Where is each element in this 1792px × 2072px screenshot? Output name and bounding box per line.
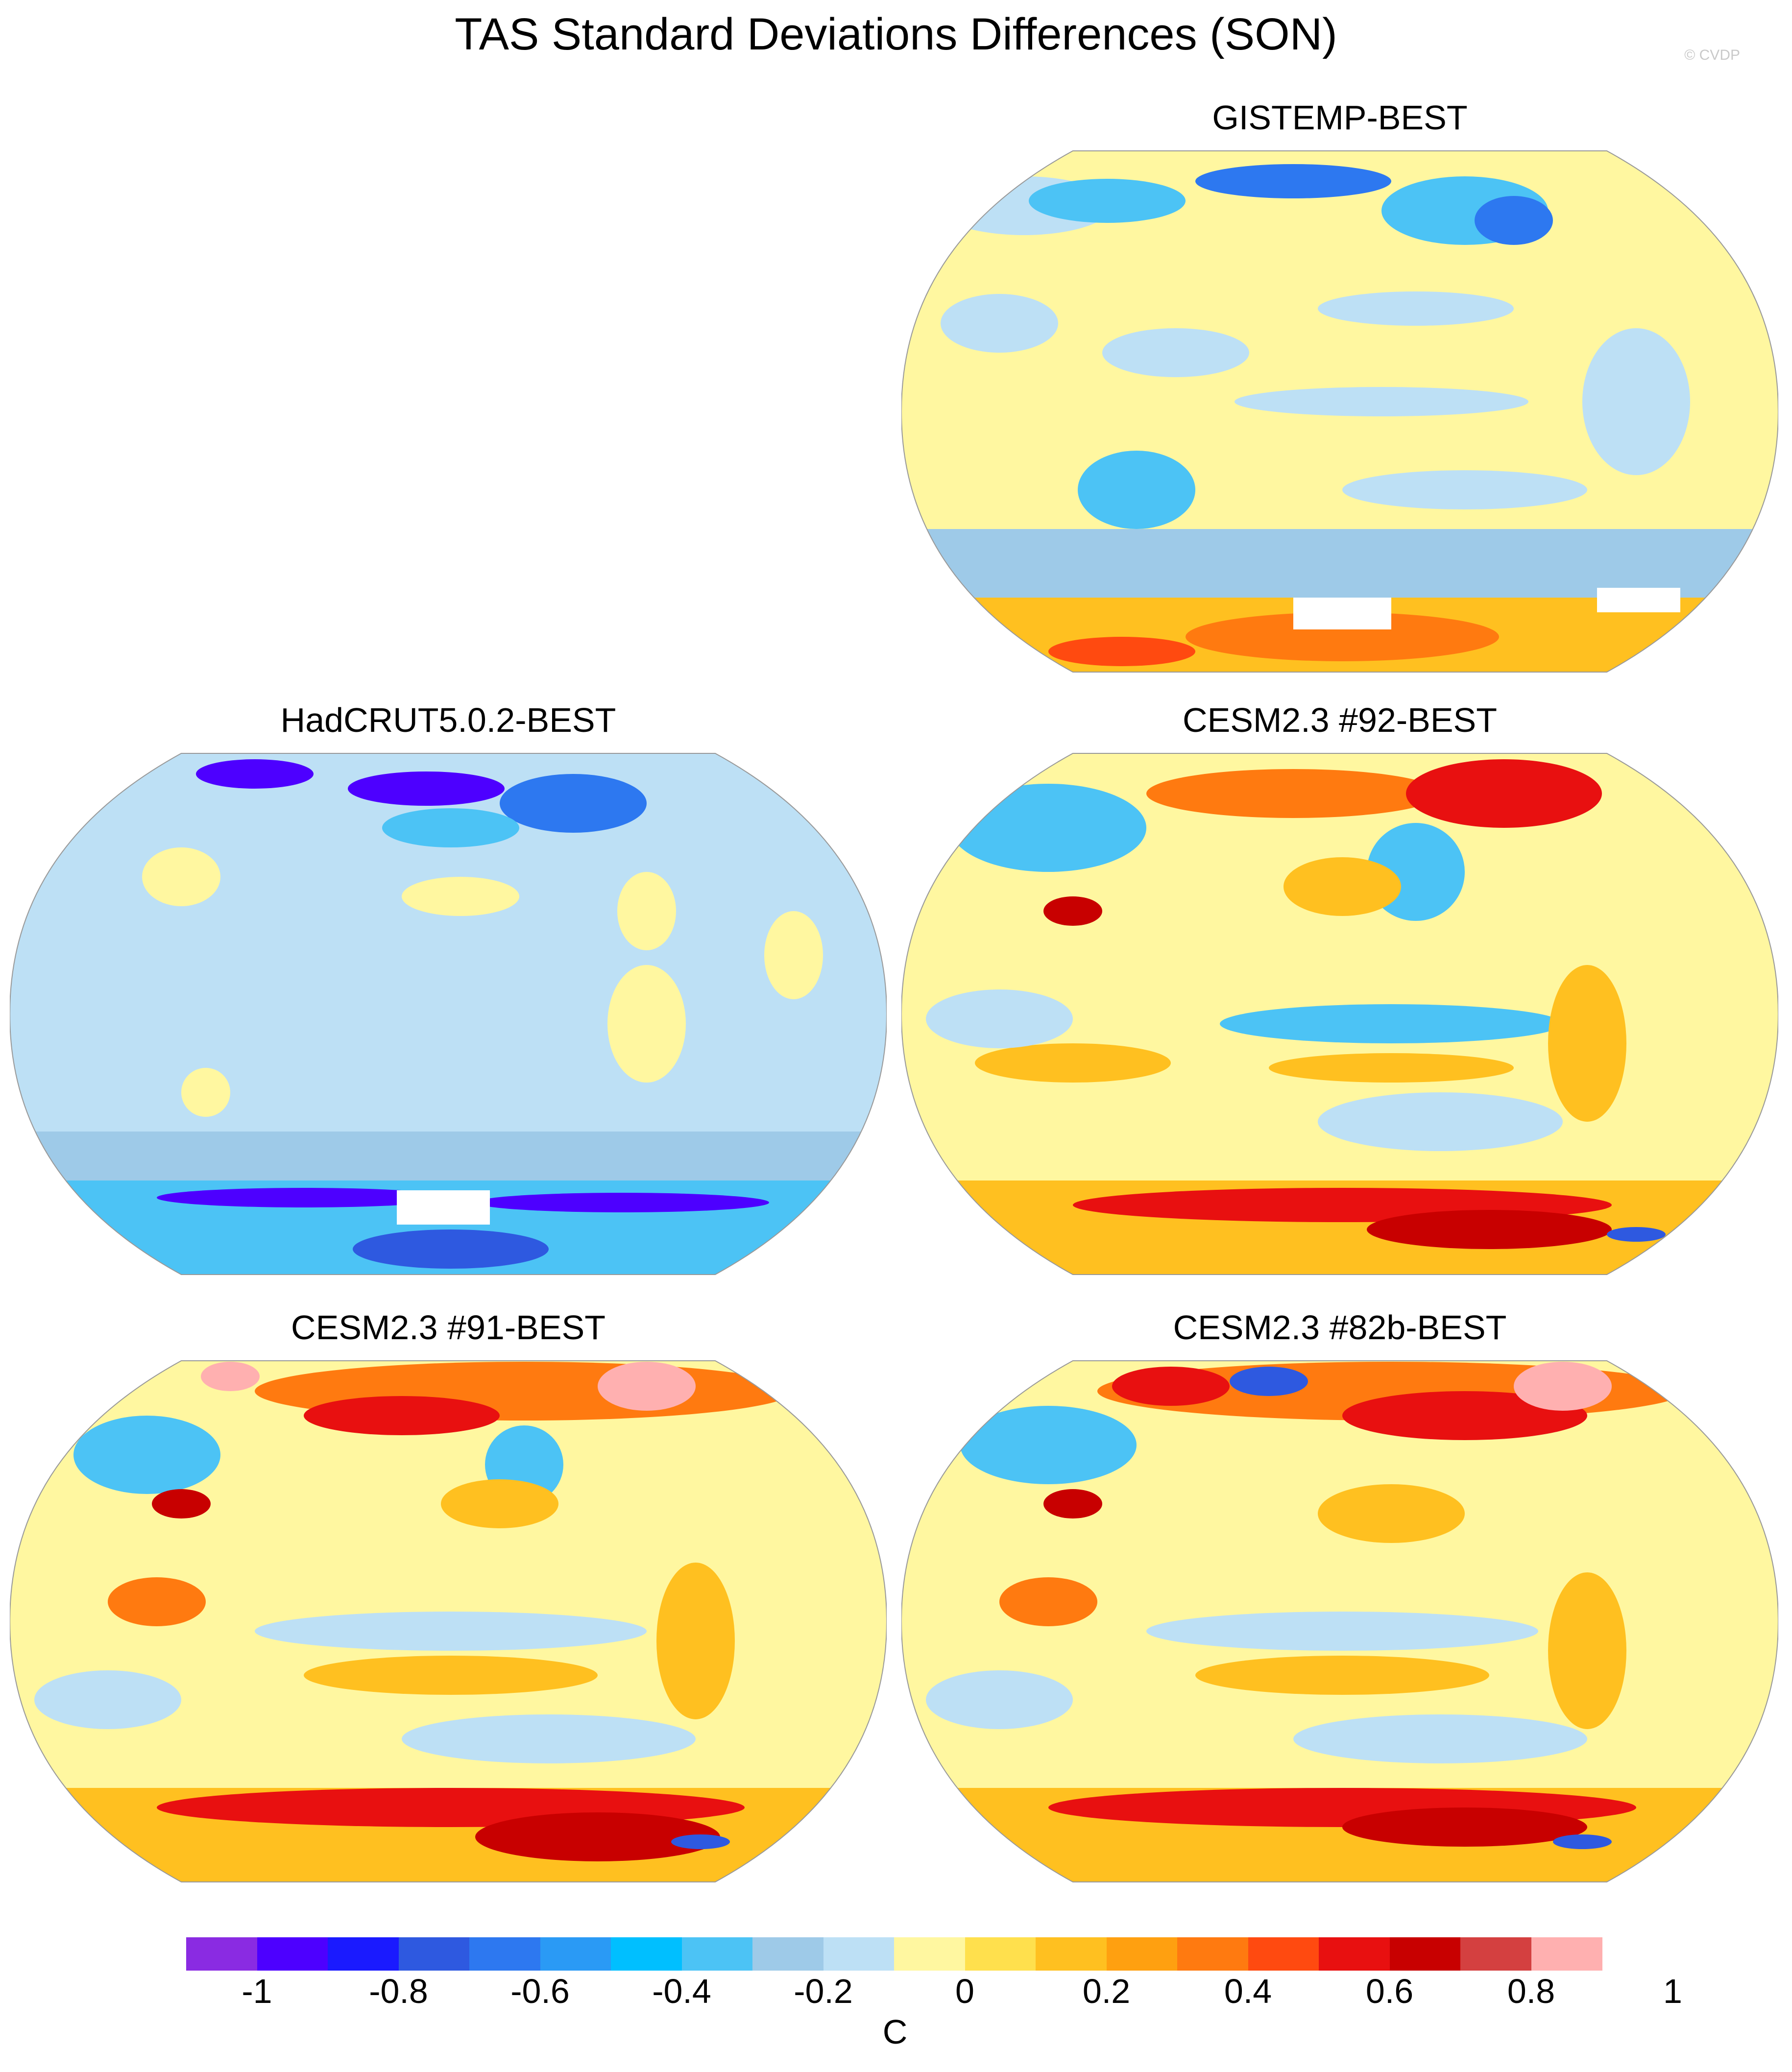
colorbar-box — [540, 1937, 611, 1971]
colorbar-units: C — [882, 2013, 908, 2051]
map-panel-cesm91: CESM2.3 #91-BEST — [10, 1308, 887, 1886]
map-plot — [901, 1360, 1778, 1882]
colorbar-box — [257, 1937, 328, 1971]
colorbar-box — [1177, 1937, 1248, 1971]
colorbar — [186, 1937, 1602, 1971]
colorbar-tick-label: 0.4 — [1224, 1972, 1272, 2010]
colorbar-box — [1036, 1937, 1107, 1971]
colorbar-box — [1106, 1937, 1178, 1971]
colorbar-box — [328, 1937, 399, 1971]
colorbar-box — [1248, 1937, 1319, 1971]
map-plot — [901, 150, 1778, 673]
colorbar-box — [752, 1937, 823, 1971]
panel-title: CESM2.3 #91-BEST — [291, 1308, 605, 1347]
colorbar-tick-label: -0.6 — [510, 1972, 570, 2010]
colorbar-box — [1460, 1937, 1531, 1971]
colorbar-box — [681, 1937, 753, 1971]
colorbar-box — [469, 1937, 540, 1971]
colorbar-box — [611, 1937, 682, 1971]
colorbar-box — [965, 1937, 1036, 1971]
colorbar-tick-label: 1 — [1663, 1972, 1682, 2010]
map-plot — [10, 753, 887, 1275]
colorbar-box — [186, 1937, 257, 1971]
map-panel-cesm82b: CESM2.3 #82b-BEST — [901, 1308, 1778, 1886]
panel-title: HadCRUT5.0.2-BEST — [280, 701, 616, 739]
map-panel-cesm92: CESM2.3 #92-BEST — [901, 701, 1778, 1278]
map-plot — [10, 1360, 887, 1882]
colorbar-box — [1531, 1937, 1602, 1971]
colorbar-tick-label: 0.2 — [1082, 1972, 1131, 2010]
colorbar-box — [398, 1937, 470, 1971]
panel-title: GISTEMP-BEST — [1212, 98, 1468, 137]
colorbar-tick-label: -1 — [242, 1972, 272, 2010]
colorbar-tick-label: -0.2 — [794, 1972, 853, 2010]
colorbar-box — [894, 1937, 965, 1971]
colorbar-box — [1319, 1937, 1390, 1971]
colorbar-box — [1389, 1937, 1461, 1971]
colorbar-tick-label: 0.6 — [1365, 1972, 1414, 2010]
map-panel-hadcrut: HadCRUT5.0.2-BEST — [10, 701, 887, 1278]
figure-title: TAS Standard Deviations Differences (SON… — [455, 9, 1337, 59]
map-panel-gistemp: GISTEMP-BEST — [901, 98, 1778, 676]
colorbar-tick-label: 0 — [955, 1972, 974, 2010]
map-plot — [901, 753, 1778, 1275]
colorbar-tick-label: 0.8 — [1507, 1972, 1555, 2010]
panel-title: CESM2.3 #92-BEST — [1183, 701, 1497, 739]
colorbar-tick-label: -0.8 — [369, 1972, 428, 2010]
panel-title: CESM2.3 #82b-BEST — [1173, 1308, 1507, 1347]
watermark: © CVDP — [1684, 47, 1740, 63]
colorbar-box — [823, 1937, 895, 1971]
colorbar-tick-label: -0.4 — [652, 1972, 711, 2010]
